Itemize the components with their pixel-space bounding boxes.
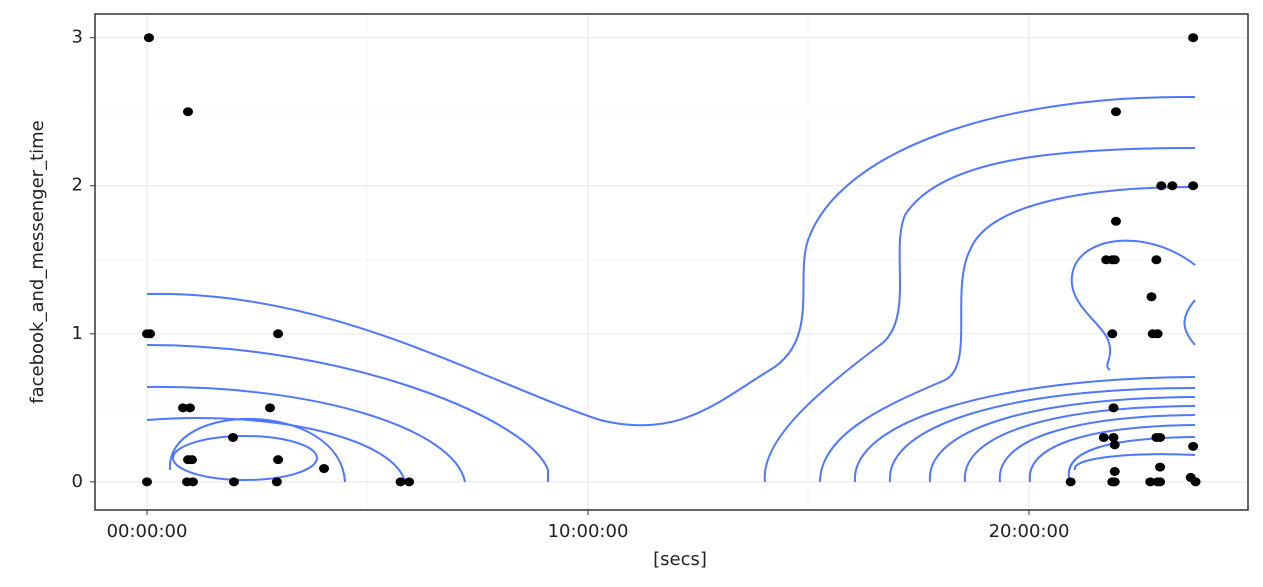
minor-grid (95, 14, 1248, 510)
x-axis-label: [secs] (653, 549, 707, 570)
point (1155, 477, 1166, 487)
y-tick-label: 2 (72, 175, 83, 196)
point (273, 329, 284, 339)
y-tick-label: 1 (72, 323, 83, 344)
point (1110, 107, 1121, 117)
point (1108, 432, 1119, 442)
points (142, 33, 1201, 487)
point (183, 107, 194, 117)
point (273, 455, 284, 465)
point (1109, 477, 1120, 487)
point (1188, 181, 1199, 191)
point (228, 477, 239, 487)
point (1155, 432, 1166, 442)
point (184, 403, 195, 413)
point (264, 403, 275, 413)
point (395, 477, 406, 487)
point (1156, 181, 1167, 191)
point (1108, 403, 1119, 413)
grid (95, 14, 1248, 510)
point (183, 455, 194, 465)
point (142, 477, 153, 487)
point (1188, 33, 1199, 43)
y-tick-label: 3 (72, 27, 83, 48)
point (271, 477, 282, 487)
panel-border (94, 13, 1249, 511)
point (227, 432, 238, 442)
y-tick-label: 0 (72, 471, 83, 492)
y-axis-label: facebook_and_messenger_time (27, 120, 48, 404)
point (187, 477, 198, 487)
point (1065, 477, 1076, 487)
point (1151, 255, 1162, 265)
point (1109, 440, 1120, 450)
point (1190, 477, 1201, 487)
point (1109, 255, 1120, 265)
x-tick-label: 10:00:00 (548, 521, 629, 542)
point (143, 33, 154, 43)
point (1145, 477, 1156, 487)
point (145, 329, 156, 339)
point (404, 477, 415, 487)
point (1146, 292, 1157, 302)
point (1109, 467, 1120, 477)
point (1155, 462, 1166, 472)
point (1110, 216, 1121, 226)
x-tick-label: 00:00:00 (107, 521, 188, 542)
point (1107, 329, 1118, 339)
point (319, 464, 330, 474)
point (1188, 441, 1199, 451)
point (1098, 432, 1109, 442)
point (1167, 181, 1178, 191)
point (1152, 329, 1163, 339)
density-contours (146, 95, 1196, 483)
point (178, 403, 189, 413)
x-tick-label: 20:00:00 (989, 521, 1070, 542)
